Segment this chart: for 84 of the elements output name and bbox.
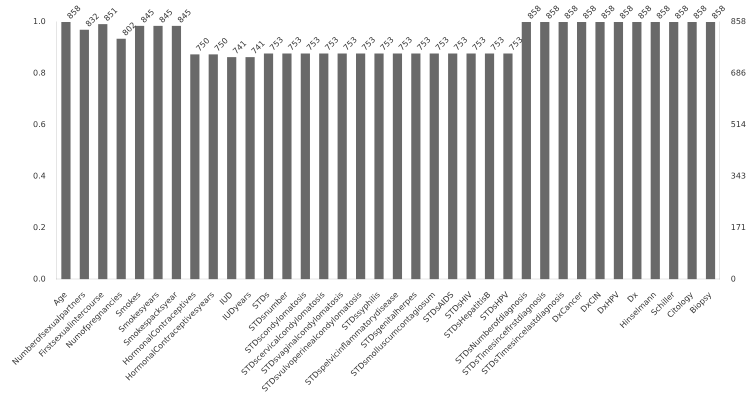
y-tick-label: 0.4 [32,171,46,180]
bar [411,53,420,280]
bar [116,38,126,280]
bar [227,57,236,280]
bar [540,22,550,280]
bar [448,53,458,280]
data-label: 858 [618,4,636,21]
data-label: 741 [250,38,267,56]
bar [319,53,328,280]
bar [153,26,163,280]
bar [558,22,568,280]
data-label: 753 [268,35,286,52]
bar [61,22,71,280]
data-label: 858 [692,4,709,21]
bar [374,53,384,280]
data-label: 858 [654,4,672,21]
bar [503,53,513,280]
data-label: 858 [581,4,598,21]
data-label: 858 [636,4,654,21]
data-label: 753 [434,35,451,52]
data-label: 753 [360,35,378,52]
bar [392,53,402,280]
data-label: 753 [304,35,322,52]
y-tick-label: 0.8 [32,68,46,78]
bar [134,26,144,280]
data-label: 753 [286,35,304,52]
y2-tick-label: 514 [730,120,746,130]
bar [466,53,476,280]
bar [614,22,624,280]
data-label: 753 [342,35,359,52]
data-label: 753 [323,35,340,52]
y-tick-label: 0.6 [32,120,46,129]
y2-tick-label: 858 [730,17,746,26]
data-label: 845 [158,8,175,25]
bar [282,53,292,280]
bar [245,57,255,280]
data-label: 858 [673,4,690,21]
data-label: 858 [65,4,83,21]
data-label: 750 [212,36,230,54]
bar [264,53,274,280]
bar [172,26,182,280]
y2-tick-label: 171 [730,223,746,232]
data-label: 753 [378,35,396,52]
data-label: 753 [396,35,414,52]
bar [577,22,586,280]
data-label: 858 [600,4,617,21]
data-label: 802 [120,20,138,38]
bar [595,22,605,280]
y-tick-label: 0.2 [32,222,46,232]
bar [300,53,310,280]
bar [80,30,89,280]
data-label: 858 [710,4,728,21]
data-label: 741 [231,38,248,56]
y-tick-label: 0.0 [32,274,46,284]
bar [338,53,347,280]
bar [706,22,716,280]
bar [522,22,531,280]
data-label: 845 [139,8,156,25]
y2-tick-label: 343 [730,171,746,180]
bar [669,22,678,280]
data-label: 858 [562,4,580,21]
data-label: 858 [526,4,544,21]
data-label: 858 [544,4,562,21]
data-label: 753 [470,35,488,52]
data-label: 753 [452,35,470,52]
bar [208,54,218,280]
bar [688,22,697,280]
bar [650,22,660,280]
bar [430,53,439,280]
bar [190,54,200,280]
bar [484,53,494,280]
data-label: 753 [507,35,525,52]
bar [356,53,366,280]
y-tick-label: 1.0 [32,17,46,26]
data-label: 753 [415,35,433,52]
data-label: 832 [84,12,102,29]
bar [632,22,642,280]
y2-tick-label: 686 [730,68,746,78]
data-label: 750 [194,36,212,54]
bar [98,24,108,280]
data-label: 851 [102,6,120,23]
y2-tick-label: 0 [730,274,736,284]
data-label: 753 [489,35,506,52]
data-label: 845 [176,8,194,25]
